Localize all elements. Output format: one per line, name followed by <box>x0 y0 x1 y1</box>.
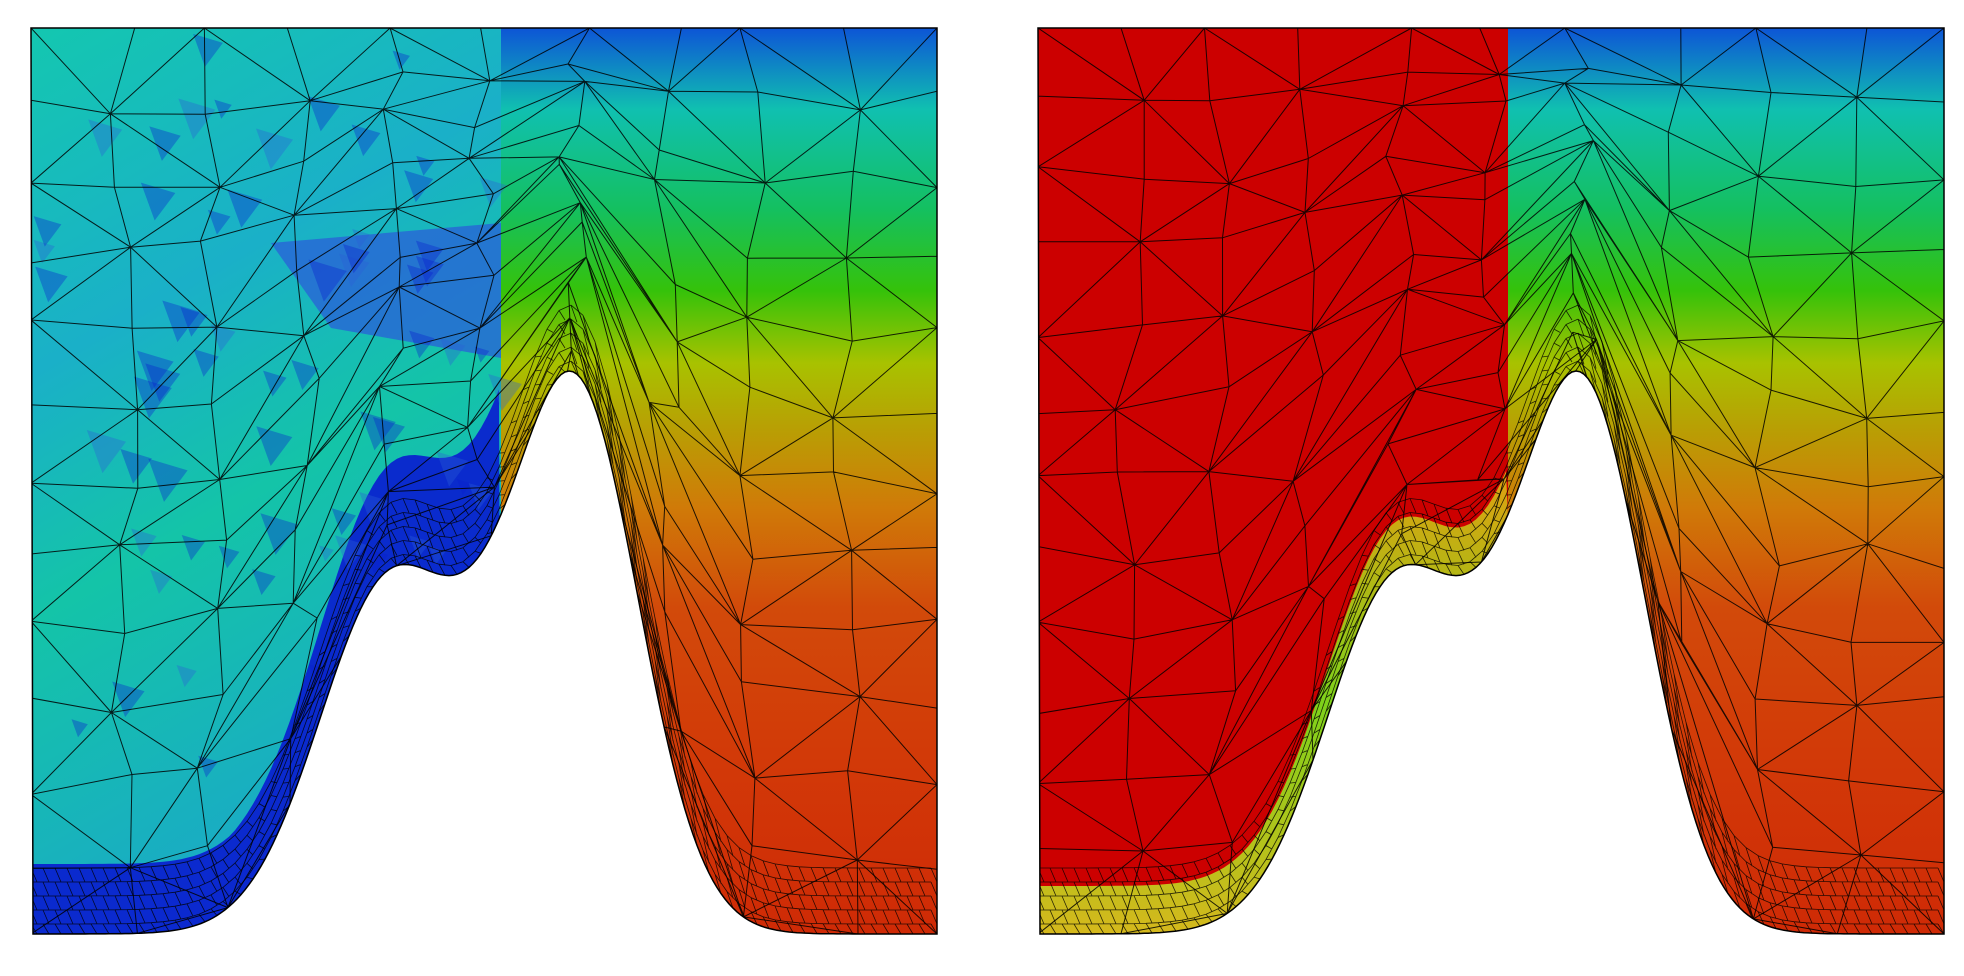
shade-patch <box>149 126 181 161</box>
shade-patch <box>392 50 411 70</box>
shade-patch <box>33 239 55 264</box>
shade-patch <box>176 665 197 688</box>
shade-patch <box>252 569 276 596</box>
uniform-red-field <box>1038 28 1508 934</box>
shade-patch <box>419 575 443 601</box>
shade-patch <box>260 513 299 555</box>
refined-mesh <box>31 304 937 934</box>
shade-patch <box>415 240 444 272</box>
shade-patch <box>35 266 68 303</box>
shade-patch <box>140 182 176 221</box>
shade-patch <box>364 547 389 574</box>
shade-patch <box>178 98 216 140</box>
shade-patch <box>479 177 507 208</box>
shade-patch <box>255 128 294 170</box>
shade-patch <box>440 652 458 672</box>
shade-patch <box>372 416 405 453</box>
shade-patch <box>256 426 293 466</box>
shade-patch <box>71 719 88 738</box>
shade-patch <box>180 306 208 337</box>
shade-patch <box>193 349 219 377</box>
shade-patch <box>404 170 434 203</box>
shade-patch <box>488 373 522 411</box>
shade-patch <box>319 545 334 562</box>
shade-patch <box>338 253 370 288</box>
shade-patch <box>148 458 188 502</box>
shade-patch <box>145 363 181 402</box>
refined-mesh <box>1038 304 1944 934</box>
field-layer <box>1038 28 1944 934</box>
panel-left <box>30 27 938 935</box>
shade-patch <box>456 479 472 495</box>
shade-patch <box>207 209 231 235</box>
shade-patch <box>227 189 263 228</box>
shade-patch <box>474 346 490 363</box>
shade-patch <box>218 545 240 569</box>
shade-patch <box>263 370 287 397</box>
shade-patch <box>136 350 174 392</box>
panel-right <box>1037 27 1945 935</box>
field-layer <box>31 28 937 934</box>
shade-patch <box>86 429 127 474</box>
shade-patch <box>415 255 444 287</box>
shade-patch <box>309 664 332 689</box>
shade-patch <box>308 259 347 302</box>
shade-patch <box>440 338 466 366</box>
coarse-mesh <box>1038 28 1944 934</box>
shade-patch <box>112 681 145 718</box>
shade-patch <box>193 33 223 67</box>
blue-patch <box>271 223 501 358</box>
shade-patch <box>120 449 152 484</box>
shade-patch <box>331 508 357 536</box>
shade-patch <box>342 243 370 274</box>
shade-patch <box>403 764 431 795</box>
shade-patch <box>162 300 201 343</box>
shade-patch <box>131 528 157 557</box>
shade-patch <box>291 360 319 391</box>
shade-patch <box>214 99 232 119</box>
shade-patch <box>360 411 396 451</box>
shade-patch <box>351 124 381 157</box>
shade-patch <box>133 376 172 419</box>
domain-outline <box>1037 27 1945 935</box>
shade-patch <box>436 451 469 487</box>
domain-outline <box>30 27 938 935</box>
coarse-mesh <box>31 28 937 934</box>
shade-patch <box>33 216 62 247</box>
shade-patch <box>88 119 123 157</box>
shade-patch <box>409 330 435 359</box>
green-boundary-band <box>1038 471 1508 934</box>
shade-patch <box>307 96 340 132</box>
shade-patch <box>499 530 531 566</box>
shade-patch <box>419 615 460 660</box>
